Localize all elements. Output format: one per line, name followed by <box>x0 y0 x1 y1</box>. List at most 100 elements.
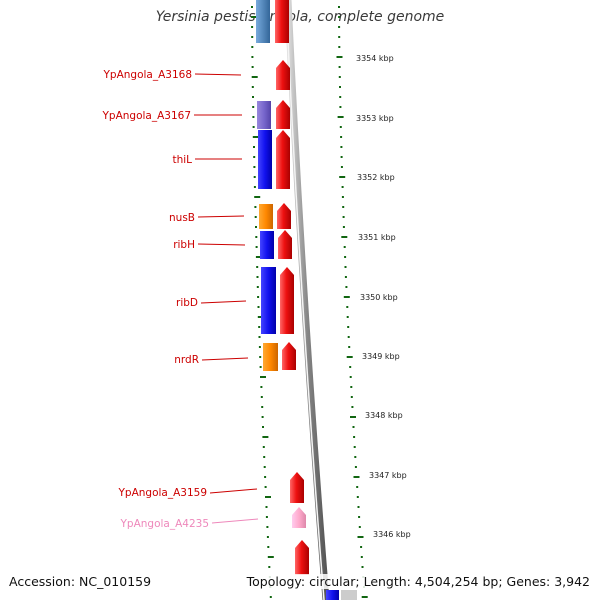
scale-label: 3354 kbp <box>356 54 394 63</box>
ruler-tick <box>339 126 342 128</box>
inner-tick <box>255 236 258 238</box>
ruler-tick <box>350 386 353 388</box>
top-partial-features <box>256 0 289 43</box>
gene-YpAngola_A4235-arrow <box>292 507 306 528</box>
ruler-tick <box>353 436 356 438</box>
inner-tick <box>253 156 256 158</box>
ruler-tick <box>341 196 344 198</box>
gene-YpAngola_A3168-arrow <box>276 60 290 90</box>
inner-tick <box>262 436 269 438</box>
gene-label[interactable]: nusB <box>169 212 195 224</box>
ruler-tick <box>340 166 343 168</box>
inner-tick <box>251 46 254 48</box>
inner-tick <box>252 116 255 118</box>
scale-label: 3347 kbp <box>369 471 407 480</box>
leader-ribD <box>200 300 247 304</box>
inner-tick <box>258 346 261 348</box>
bottom-blue-gene-block <box>326 590 339 600</box>
inner-tick <box>251 6 253 8</box>
leader-nusB <box>197 215 245 218</box>
inner-tick <box>269 596 272 598</box>
inner-tick <box>253 166 256 168</box>
ruler-tick <box>338 46 341 48</box>
inner-tick <box>256 266 259 268</box>
inner-tick <box>251 26 254 28</box>
inner-tick <box>252 106 255 108</box>
inner-tick <box>264 486 267 488</box>
ruler-tick <box>350 396 353 398</box>
ruler-tick <box>339 96 342 98</box>
inner-tick <box>252 96 254 98</box>
ruler-tick <box>361 566 364 568</box>
ruler-tick <box>358 526 361 528</box>
gene-label[interactable]: YpAngola_A4235 <box>119 518 209 530</box>
ruler-tick <box>354 466 357 468</box>
inner-tick <box>255 256 262 258</box>
gene-label[interactable]: thiL <box>172 154 192 166</box>
ruler-tick <box>346 306 349 308</box>
ruler-tick <box>339 106 342 108</box>
ruler-tick <box>339 86 341 88</box>
inner-tick <box>262 426 264 428</box>
gene-nusB-reverse <box>259 204 273 229</box>
gene-label[interactable]: ribH <box>173 239 195 251</box>
bottom-red-gene-arrow <box>295 540 309 575</box>
scale-label: 3348 kbp <box>365 411 403 420</box>
gene-label[interactable]: YpAngola_A3159 <box>117 487 207 499</box>
ruler-tick <box>357 536 364 538</box>
ruler-tick <box>352 426 355 428</box>
gene-label-leaders <box>194 73 259 524</box>
ruler-tick <box>345 286 348 288</box>
ruler-tick <box>347 336 350 338</box>
scale-label: 3352 kbp <box>357 173 395 182</box>
map-title: Yersinia pestis Angola, complete genome <box>155 9 445 25</box>
ruler-tick <box>346 356 353 358</box>
scale-label: 3351 kbp <box>358 233 396 242</box>
inner-tick <box>253 146 255 148</box>
red-gene-block-top <box>275 0 289 43</box>
inner-tick <box>258 326 261 328</box>
inner-tick <box>251 36 254 38</box>
ruler-tick <box>338 6 340 8</box>
ruler-tick <box>357 506 360 508</box>
gene-ribH-reverse <box>260 231 274 259</box>
ruler-tick <box>349 376 352 378</box>
ruler-tick <box>343 296 350 298</box>
ruler-tick <box>336 56 343 58</box>
inner-tick <box>265 506 268 508</box>
ruler-tick <box>348 346 351 348</box>
backbone-arc <box>284 0 330 600</box>
inner-tick <box>259 356 262 358</box>
inner-tick <box>251 56 254 58</box>
ruler-tick <box>338 16 341 18</box>
ruler-tick <box>342 216 345 218</box>
gene-thiL-arrow <box>276 130 290 189</box>
gene-label[interactable]: ribD <box>176 297 198 309</box>
ruler-tick <box>341 186 344 188</box>
outer-tick-lane <box>336 6 368 598</box>
ruler-tick <box>360 556 363 558</box>
ruler-tick <box>338 66 341 68</box>
ruler-tick <box>338 36 341 38</box>
scale-label: 3350 kbp <box>360 293 398 302</box>
inner-tick <box>263 456 266 458</box>
ruler-tick <box>350 416 356 418</box>
scale-label: 3346 kbp <box>373 530 411 539</box>
backbone-highlight <box>285 0 325 600</box>
gene-label[interactable]: YpAngola_A3167 <box>101 110 191 122</box>
gene-ribD-reverse <box>261 267 276 334</box>
inner-tick <box>258 336 261 338</box>
inner-tick <box>254 216 257 218</box>
gene-label[interactable]: YpAngola_A3168 <box>102 69 192 81</box>
gene-label[interactable]: nrdR <box>174 354 199 366</box>
inner-tick <box>256 286 259 288</box>
genome-summary: Topology: circular; Length: 4,504,254 bp… <box>246 574 590 589</box>
inner-tick <box>260 376 266 378</box>
ruler-tick <box>346 316 349 318</box>
ruler-tick <box>351 406 354 408</box>
inner-tick <box>264 476 267 478</box>
inner-tick <box>255 246 258 248</box>
ruler-tick <box>342 206 345 208</box>
inner-tick <box>257 316 264 318</box>
